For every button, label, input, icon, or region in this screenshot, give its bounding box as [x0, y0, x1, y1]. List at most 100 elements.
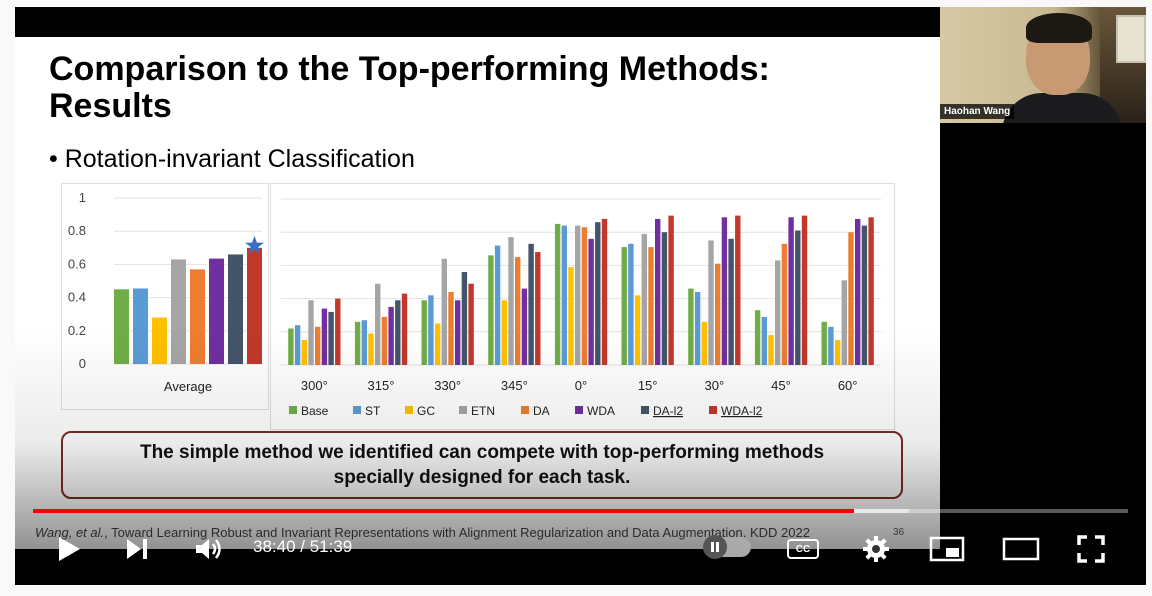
- legend-swatch-base: [289, 406, 297, 414]
- bar-330-etn: [441, 258, 447, 365]
- bar-30-da: [715, 263, 721, 365]
- x-category-label: 315°: [368, 378, 395, 393]
- legend-label-da: DA: [533, 404, 550, 418]
- y-tick-label: 0.4: [68, 290, 86, 305]
- next-button[interactable]: [119, 531, 155, 567]
- bar-45-gc: [768, 335, 774, 365]
- bar-300-base: [288, 328, 294, 365]
- captions-button[interactable]: CC: [787, 539, 819, 559]
- miniplayer-icon: [929, 536, 965, 562]
- x-category-label: 60°: [838, 378, 858, 393]
- callout-line2: specially designed for each task.: [333, 467, 631, 488]
- legend-swatch-gc: [405, 406, 413, 414]
- slide-title-line2: Results: [49, 87, 172, 125]
- bar-315-base: [354, 321, 361, 365]
- bar-345-st: [494, 245, 501, 365]
- slide-number: 36: [893, 527, 905, 538]
- duration: 51:39: [309, 537, 353, 556]
- time-display: 38:40 / 51:39: [253, 537, 352, 557]
- theater-icon: [1002, 537, 1040, 561]
- bar-345-wda-l2: [535, 252, 541, 365]
- bar-45-wda: [788, 217, 794, 365]
- bar-60-st: [828, 326, 834, 365]
- bar-15-wda-l2: [668, 215, 674, 365]
- settings-icon: [863, 536, 889, 562]
- x-category-label: 330°: [434, 378, 461, 393]
- x-category-label: 30°: [704, 378, 724, 393]
- progress-bar[interactable]: [33, 509, 1128, 513]
- presentation-slide: Comparison to the Top-performing Methods…: [15, 37, 940, 549]
- star-annotation: [245, 235, 264, 254]
- legend-swatch-da-l2: [641, 406, 649, 414]
- y-tick-label: 0: [79, 356, 86, 371]
- bar-345-etn: [508, 237, 514, 365]
- bar-300-da-l2: [328, 311, 334, 365]
- legend-label-etn: ETN: [471, 404, 495, 418]
- volume-button[interactable]: [191, 531, 227, 567]
- bar-345-wda: [521, 288, 528, 365]
- slide-title-line1: Comparison to the Top-performing Methods…: [49, 50, 770, 88]
- bar-0-wda: [588, 238, 594, 365]
- legend-label-wda: WDA: [587, 404, 615, 418]
- bar-average-da: [190, 269, 205, 364]
- autoplay-toggle[interactable]: [703, 535, 751, 559]
- bar-0-st: [561, 225, 567, 365]
- bar-330-base: [421, 300, 427, 365]
- average-chart: 0 0.2 0.4 0.6 0.8 1 Average: [61, 183, 269, 410]
- legend-swatch-wda: [575, 406, 583, 414]
- fullscreen-button[interactable]: [1073, 531, 1109, 567]
- play-button[interactable]: [51, 531, 87, 567]
- bar-0-base: [554, 223, 561, 365]
- bar-330-wda: [455, 300, 461, 365]
- bar-15-st: [628, 243, 634, 365]
- autoplay-toggle-icon: [703, 535, 727, 559]
- bar-0-etn: [575, 225, 581, 365]
- miniplayer-button[interactable]: [927, 531, 967, 567]
- bar-315-wda: [388, 306, 394, 365]
- x-category-label: Average: [164, 379, 212, 394]
- x-category-label: 345°: [501, 378, 528, 393]
- legend-swatch-wda-l2: [709, 406, 717, 414]
- play-icon: [59, 537, 80, 561]
- legend-swatch-etn: [459, 406, 467, 414]
- bar-45-da: [781, 243, 788, 365]
- bar-330-st: [428, 295, 434, 365]
- average-chart-svg: 0 0.2 0.4 0.6 0.8 1 Average: [68, 190, 264, 394]
- settings-button[interactable]: [858, 531, 894, 567]
- bar-300-st: [294, 325, 301, 365]
- bar-0-da-l2: [595, 222, 601, 365]
- bar-315-da-l2: [395, 300, 401, 365]
- bar-average-wda-l2: [247, 247, 262, 364]
- video-player[interactable]: Comparison to the Top-performing Methods…: [15, 7, 1146, 585]
- legend-label-da-l2: DA-l2: [653, 404, 683, 418]
- bar-300-gc: [301, 340, 307, 365]
- x-category-label: 0°: [575, 378, 587, 393]
- x-category-label: 15°: [638, 378, 658, 393]
- legend-swatch-da: [521, 406, 529, 414]
- volume-icon: [196, 539, 221, 559]
- bar-60-base: [821, 321, 827, 365]
- bar-30-etn: [708, 240, 714, 365]
- webcam-wall-picture: [1116, 15, 1146, 63]
- bar-345-gc: [501, 300, 507, 365]
- bar-330-da: [448, 292, 454, 365]
- webcam-speaker-hair: [1026, 13, 1092, 43]
- bar-300-wda-l2: [335, 298, 341, 365]
- rotation-chart-svg: 300° 315° 330° 345° 0° 15° 30° 45° 60° Base ST GC ET…: [281, 198, 881, 418]
- progress-played: [33, 509, 855, 513]
- bar-300-wda: [321, 308, 328, 365]
- callout-box: The simple method we identified can comp…: [61, 431, 903, 499]
- bar-30-wda: [721, 217, 728, 365]
- bar-30-da-l2: [728, 238, 734, 365]
- bar-330-gc: [434, 323, 441, 365]
- webcam-name-label: Haohan Wang: [940, 104, 1015, 119]
- legend-label-wda-l2: WDA-l2: [721, 404, 763, 418]
- bar-average-da-l2: [228, 254, 243, 364]
- bar-average-base: [114, 289, 129, 364]
- theater-button[interactable]: [999, 531, 1043, 567]
- next-icon: [127, 539, 147, 559]
- bar-15-da: [648, 247, 654, 365]
- bar-15-da-l2: [661, 232, 668, 365]
- bar-15-wda: [655, 218, 661, 365]
- legend-label-st: ST: [365, 404, 381, 418]
